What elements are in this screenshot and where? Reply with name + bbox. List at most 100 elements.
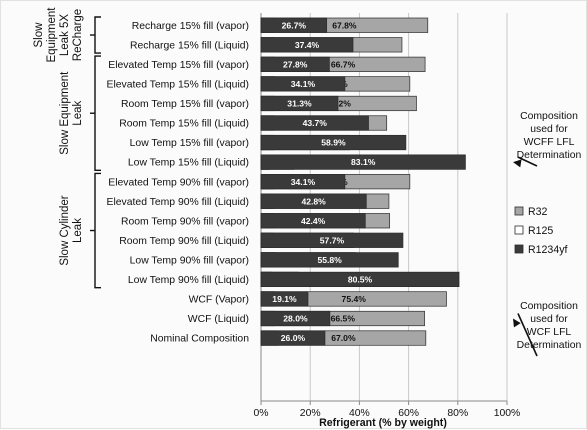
group-label-line: Slow Cylinder	[59, 195, 71, 265]
annotation-1-line-2: WCF LFL	[527, 327, 572, 338]
group-label-line: Slow	[33, 22, 45, 48]
category-label-12: Low Temp 90% fill (vapor)	[130, 255, 249, 266]
category-label-6: Low Temp 15% fill (vapor)	[130, 138, 249, 149]
group-bracket-1	[94, 55, 101, 172]
group-bracket-2	[94, 172, 101, 289]
category-label-8: Elevated Temp 90% fill (vapor)	[108, 177, 249, 188]
bar-r1234yf-4	[260, 95, 339, 112]
category-label-1: Recharge 15% fill (Liquid)	[130, 40, 249, 51]
data-label-r1234yf-4: 31.3%	[287, 99, 312, 109]
category-label-13: Low Temp 90% fill (Liquid)	[128, 275, 249, 286]
annotation-1-line-0: Composition	[520, 301, 578, 312]
data-label-r32-2: 66.7%	[331, 59, 356, 69]
legend-swatch-r1234yf	[514, 244, 524, 254]
category-label-3: Elevated Temp 15% fill (Liquid)	[107, 80, 249, 91]
group-label-line: Leak	[72, 101, 84, 126]
annotations: Composition used for WCFF LFL Determination…	[513, 111, 582, 357]
category-label-16: Nominal Composition	[150, 334, 249, 345]
bar-r1234yf-9	[260, 193, 367, 209]
group-label-2: Slow CylinderLeak	[59, 195, 84, 265]
bars: 67.8%5.5%26.7%57.3%5.3%37.4%66.7%5.5%27.…	[260, 17, 466, 346]
x-tick-label-80: 80%	[447, 408, 468, 419]
x-axis-title: Refrigerant (% by weight)	[319, 417, 447, 429]
bar-r1234yf-8	[260, 174, 346, 190]
data-label-r1234yf-13: 80.5%	[348, 275, 373, 285]
annotation-arrow-shaft-1	[517, 313, 538, 357]
group-label-1: Slow EquipmentLeak	[59, 71, 84, 155]
data-label-r1234yf-14: 19.1%	[272, 294, 297, 304]
group-label-line: Leak 5X	[59, 14, 71, 57]
category-label-10: Room Temp 90% fill (vapor)	[121, 216, 249, 227]
category-label-0: Recharge 15% fill (vapor)	[132, 21, 249, 32]
data-label-r1234yf-1: 37.4%	[295, 40, 320, 50]
bar-r1234yf-7	[260, 154, 466, 170]
legend-label-r32: R32	[528, 206, 548, 218]
bar-r1234yf-10	[260, 213, 366, 229]
annotation-arrow-head-1	[513, 318, 521, 328]
x-tick-label-60: 60%	[398, 408, 419, 419]
annotation-1-line-1: used for	[530, 314, 568, 325]
bar-r1234yf-3	[260, 76, 346, 92]
x-tick-label-0: 0%	[253, 408, 268, 419]
annotation-0-line-1: used for	[530, 124, 568, 135]
legend-swatch-r32	[514, 206, 524, 216]
category-labels: Recharge 15% fill (vapor) Recharge 15% fi…	[107, 21, 250, 345]
group-label-line: ReCharge	[72, 9, 84, 61]
category-label-2: Elevated Temp 15% fill (vapor)	[108, 60, 249, 71]
bar-r1234yf-11	[260, 232, 404, 248]
bar-r1234yf-16	[260, 330, 326, 346]
legend-swatch-r125	[514, 225, 524, 235]
data-label-r32-14: 75.4%	[342, 294, 367, 304]
bar-r1234yf-5	[260, 115, 369, 131]
data-label-r32-0: 67.8%	[332, 20, 357, 30]
legend-label-r1234yf: R1234yf	[528, 244, 568, 256]
x-tick-label-20: 20%	[300, 408, 321, 419]
category-label-4: Room Temp 15% fill (vapor)	[121, 99, 249, 110]
annotation-1-line-3: Determination	[517, 340, 582, 351]
data-label-r1234yf-16: 26.0%	[281, 333, 306, 343]
bar-r1234yf-0	[260, 17, 328, 33]
group-brackets: SlowEquipmentLeak 5XReCharge Slow Equipme…	[33, 7, 101, 289]
data-label-r1234yf-3: 34.1%	[291, 79, 316, 89]
category-label-7: Low Temp 15% fill (Liquid)	[128, 158, 249, 169]
data-label-r1234yf-7: 83.1%	[351, 157, 376, 167]
data-label-r1234yf-6: 58.9%	[321, 138, 346, 148]
data-label-r1234yf-12: 55.8%	[317, 255, 342, 265]
bar-r1234yf-2	[260, 56, 330, 72]
category-label-5: Room Temp 15% fill (Liquid)	[119, 119, 249, 130]
annotation-arrow-shaft-0	[517, 156, 538, 167]
group-bracket-0	[94, 16, 101, 54]
bar-r1234yf-6	[260, 134, 407, 151]
data-label-r1234yf-8: 34.1%	[291, 177, 316, 187]
data-label-r32-16: 67.0%	[331, 333, 356, 343]
data-label-r1234yf-5: 43.7%	[303, 118, 328, 128]
data-label-r1234yf-0: 26.7%	[282, 20, 307, 30]
data-label-r1234yf-11: 57.7%	[320, 235, 345, 245]
data-label-r1234yf-9: 42.8%	[301, 196, 326, 206]
annotation-0-line-3: Determination	[517, 150, 582, 161]
annotation-arrow-head-0	[513, 159, 522, 168]
bar-r1234yf-14	[260, 291, 309, 307]
bar-r1234yf-1	[260, 37, 354, 53]
category-label-14: WCF (Vapor)	[189, 295, 249, 306]
bar-r1234yf-13	[260, 271, 460, 287]
category-label-9: Elevated Temp 90% fill (Liquid)	[107, 197, 249, 208]
x-axis: 0% 20% 40% 60% 80% 100%	[253, 401, 520, 419]
bar-r1234yf-12	[260, 252, 399, 268]
x-tick-label-100: 100%	[494, 408, 521, 419]
group-label-line: Leak	[72, 218, 84, 243]
data-label-r32-15: 66.5%	[331, 314, 356, 324]
data-label-r32-4: 63.2%	[327, 99, 352, 109]
data-label-r1234yf-10: 42.4%	[301, 216, 326, 226]
bar-r1234yf-15	[260, 310, 331, 327]
x-tick-label-40: 40%	[349, 408, 370, 419]
group-label-line: Slow Equipment	[59, 71, 71, 155]
legend-label-r125: R125	[528, 225, 553, 237]
category-label-11: Room Temp 90% fill (Liquid)	[119, 236, 249, 247]
data-label-r1234yf-15: 28.0%	[283, 314, 308, 324]
annotation-0-line-0: Composition	[520, 111, 578, 122]
legend: R32 R125 R1234yf	[514, 206, 568, 256]
group-label-0: SlowEquipmentLeak 5XReCharge	[33, 7, 84, 63]
